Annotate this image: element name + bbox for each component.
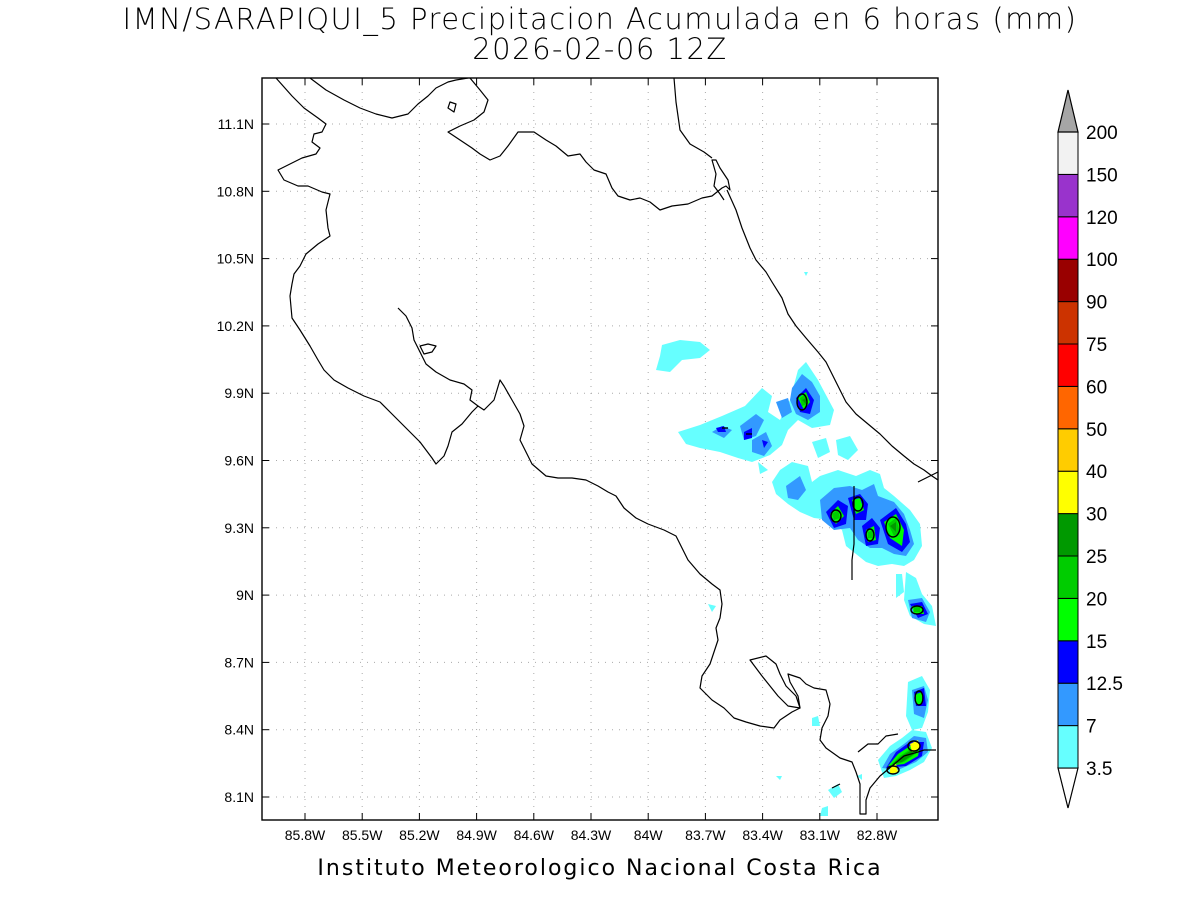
map-subtitle-datetime: 2026-02-06 12Z — [472, 32, 728, 66]
axis-ticks — [262, 78, 938, 820]
colorbar-level-label: 30 — [1086, 505, 1107, 526]
latitude-label: 9.3N — [224, 520, 254, 536]
colorbar-swatch — [1057, 216, 1079, 260]
latitude-label: 10.8N — [217, 183, 254, 199]
colorbar-swatch — [1057, 428, 1079, 472]
colorbar-level-label: 90 — [1086, 293, 1107, 314]
longitude-label: 83.4W — [742, 827, 783, 843]
colorbar-swatch — [1057, 173, 1079, 218]
latitude-label: 8.7N — [224, 654, 254, 670]
colorbar-level-label: 12.5 — [1086, 674, 1123, 695]
colorbar-swatch — [1057, 682, 1079, 727]
longitude-labels: 85.8W 85.5W 85.2W 84.9W 84.6W 84.3W 84W 83.7W 83… — [285, 827, 898, 843]
latitude-labels: 11.1N 10.8N 10.5N 10.2N 9.9N 9.6N 9.3N 9N 8.7N 8.… — [217, 116, 254, 805]
longitude-label: 85.2W — [399, 827, 440, 843]
colorbar-swatch — [1057, 513, 1079, 557]
colorbar-level-label: 25 — [1086, 547, 1107, 568]
map-frame — [261, 77, 939, 821]
longitude-label: 85.5W — [342, 827, 383, 843]
colorbar-swatch — [1057, 725, 1079, 769]
colorbar-level-label: 60 — [1086, 377, 1107, 398]
colorbar-swatch — [1057, 131, 1079, 175]
longitude-label: 82.8W — [857, 827, 898, 843]
latitude-label: 8.1N — [224, 789, 254, 805]
latitude-label: 9.6N — [224, 453, 254, 469]
longitude-label: 85.8W — [285, 827, 326, 843]
longitude-label: 83.1W — [800, 827, 841, 843]
colorbar-legend: 3.5 7 12.5 15 20 25 30 40 50 60 75 90 100 120 150 200 — [1057, 89, 1123, 809]
coastline-and-borders — [275, 78, 938, 815]
longitude-label: 84W — [634, 827, 664, 843]
colorbar-swatch — [1057, 555, 1079, 599]
latitude-label: 10.5N — [217, 251, 254, 267]
colorbar-level-label: 120 — [1086, 208, 1118, 229]
colorbar-level-label: 15 — [1086, 632, 1107, 653]
map-title: IMN/SARAPIQUI_5 Precipitacion Acumulada … — [122, 2, 1078, 36]
colorbar-level-label: 75 — [1086, 335, 1107, 356]
colorbar-swatch — [1057, 470, 1079, 515]
colorbar-swatch — [1057, 343, 1079, 387]
colorbar-level-label: 200 — [1086, 123, 1118, 144]
colorbar-level-label: 7 — [1086, 717, 1097, 738]
longitude-label: 84.3W — [571, 827, 612, 843]
latitude-label: 9.9N — [224, 385, 254, 401]
credit-institution: Instituto Meteorologico Nacional Costa R… — [317, 856, 883, 881]
colorbar-level-label: 20 — [1086, 589, 1107, 610]
colorbar-level-label: 3.5 — [1086, 759, 1112, 780]
colorbar-swatch — [1057, 301, 1079, 345]
colorbar-level-label: 50 — [1086, 420, 1107, 441]
precipitation-field — [656, 272, 936, 816]
colorbar-level-label: 150 — [1086, 165, 1118, 186]
map-gridlines — [262, 78, 938, 820]
colorbar-level-label: 40 — [1086, 462, 1107, 483]
colorbar-above-triangle — [1057, 89, 1079, 133]
latitude-label: 11.1N — [218, 116, 254, 132]
colorbar-swatch — [1057, 597, 1079, 642]
colorbar-level-label: 100 — [1086, 250, 1118, 271]
colorbar-swatch — [1057, 385, 1079, 430]
colorbar-swatch — [1057, 258, 1079, 303]
longitude-label: 83.7W — [685, 827, 726, 843]
colorbar-below-triangle — [1057, 767, 1079, 809]
longitude-label: 84.9W — [456, 827, 497, 843]
latitude-label: 8.4N — [224, 722, 254, 738]
colorbar-swatch — [1057, 640, 1079, 684]
latitude-label: 9N — [236, 587, 254, 603]
latitude-label: 10.2N — [217, 318, 254, 334]
longitude-label: 84.6W — [514, 827, 555, 843]
